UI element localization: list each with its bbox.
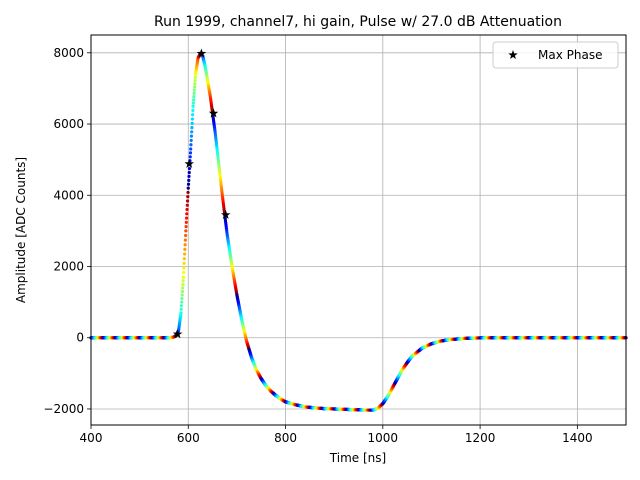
pulse-sample-point bbox=[193, 75, 197, 79]
pulse-sample-point bbox=[187, 178, 191, 182]
pulse-sample-point bbox=[179, 304, 184, 308]
pulse-sample-point bbox=[181, 279, 185, 283]
pulse-sample-point bbox=[183, 252, 187, 256]
pulse-sample-point bbox=[186, 182, 191, 186]
pulse-sample-point bbox=[186, 195, 190, 199]
x-tick-label: 1200 bbox=[465, 431, 496, 445]
y-tick-label: −2000 bbox=[43, 402, 84, 416]
max-phase-star-icon bbox=[220, 209, 231, 219]
y-tick-label: 0 bbox=[76, 331, 84, 345]
max-phase-star-icon bbox=[196, 48, 207, 58]
legend-label-max-phase: Max Phase bbox=[538, 48, 602, 62]
pulse-sample-point bbox=[183, 233, 188, 238]
pulse-sample-point bbox=[187, 170, 191, 175]
pulse-sample-point bbox=[192, 85, 197, 89]
pulse-sample-point bbox=[181, 275, 186, 279]
pulse-sample-point bbox=[180, 300, 184, 304]
pulse-sample-point bbox=[182, 257, 186, 261]
pulse-sample-point bbox=[187, 174, 191, 178]
pulse-sample-point bbox=[191, 108, 195, 113]
pulse-sample-point bbox=[192, 98, 196, 102]
pulse-sample-point bbox=[192, 95, 196, 99]
pulse-sample-point bbox=[184, 229, 188, 233]
pulse-sample-point bbox=[189, 138, 193, 143]
pulse-sample-point bbox=[182, 270, 186, 275]
pulse-sample-point bbox=[181, 286, 185, 290]
pulse-sample-point bbox=[185, 203, 189, 207]
y-tick-label: 4000 bbox=[53, 188, 84, 202]
pulse-sample-point bbox=[190, 117, 195, 121]
y-axis-label: Amplitude [ADC Counts] bbox=[14, 157, 28, 303]
pulse-sample-point bbox=[180, 293, 184, 297]
pulse-sample-point bbox=[188, 155, 192, 159]
pulse-sample-point bbox=[184, 225, 188, 229]
pulse-sample-point bbox=[185, 199, 190, 203]
pulse-sample-point bbox=[187, 166, 192, 171]
y-axis-ticks: −2000 0 2000 4000 6000 8000 bbox=[43, 46, 91, 416]
pulse-sample-point bbox=[189, 134, 194, 138]
x-axis-label: Time [ns] bbox=[329, 451, 386, 465]
pulse-sample-point bbox=[190, 130, 194, 134]
x-tick-label: 800 bbox=[274, 431, 297, 445]
pulse-sample-point bbox=[190, 121, 194, 125]
pulse-sample-point bbox=[184, 220, 188, 224]
pulse-sample-point bbox=[182, 261, 186, 265]
max-phase-star-icon bbox=[208, 108, 219, 118]
pulse-sample-point bbox=[181, 282, 185, 286]
max-phase-star-icon bbox=[172, 329, 183, 339]
legend-star-icon bbox=[508, 50, 518, 60]
pulse-sample-point bbox=[192, 91, 196, 96]
legend: Max Phase bbox=[492, 41, 619, 69]
pulse-sample-point bbox=[193, 78, 197, 83]
pulse-sample-point bbox=[186, 190, 190, 195]
plot-frame bbox=[90, 34, 627, 426]
pulse-sample-point bbox=[193, 82, 197, 86]
pulse-sample-point bbox=[183, 247, 187, 252]
pulse-sample-point bbox=[192, 88, 196, 92]
x-tick-label: 1000 bbox=[368, 431, 399, 445]
pulse-sample-point bbox=[183, 243, 187, 247]
pulse-sample-point bbox=[190, 126, 194, 130]
x-tick-label: 600 bbox=[177, 431, 200, 445]
pulse-curve bbox=[89, 51, 628, 412]
pulse-sample-point bbox=[183, 238, 187, 242]
pulse-sample-point bbox=[180, 289, 185, 294]
pulse-sample-point bbox=[179, 311, 183, 315]
pulse-sample-point bbox=[191, 104, 195, 108]
y-tick-label: 2000 bbox=[53, 260, 84, 274]
pulse-sample-point bbox=[184, 216, 189, 220]
pulse-sample-point bbox=[189, 147, 193, 151]
legend-box bbox=[492, 41, 619, 69]
max-phase-star-icon bbox=[184, 158, 194, 168]
pulse-sample-point bbox=[180, 296, 184, 301]
pulse-sample-point bbox=[179, 307, 183, 311]
pulse-sample-point bbox=[191, 113, 195, 117]
x-axis-ticks: 400 600 800 1000 1200 1400 bbox=[80, 425, 593, 445]
x-tick-label: 1400 bbox=[562, 431, 593, 445]
pulse-sample-point bbox=[182, 266, 186, 270]
pulse-sample-point bbox=[191, 101, 195, 105]
chart-title: Run 1999, channel7, hi gain, Pulse w/ 27… bbox=[154, 14, 562, 30]
pulse-sample-point bbox=[185, 212, 189, 216]
y-tick-label: 6000 bbox=[53, 117, 84, 131]
pulse-sample-point bbox=[186, 186, 190, 190]
pulse-sample-point bbox=[188, 151, 193, 155]
x-tick-label: 400 bbox=[80, 431, 103, 445]
pulse-sample-point bbox=[185, 207, 189, 212]
pulse-sample-point bbox=[189, 143, 193, 147]
y-tick-label: 8000 bbox=[53, 46, 84, 60]
max-phase-markers bbox=[172, 48, 231, 339]
